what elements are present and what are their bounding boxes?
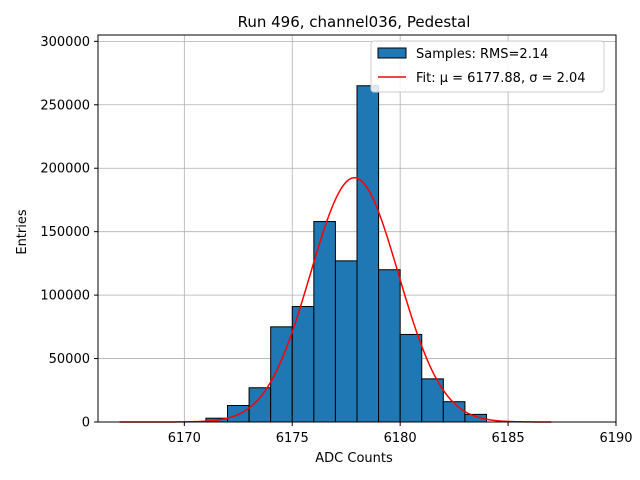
x-tick-label: 6175 [276,431,309,446]
plot-frame [97,34,617,423]
x-tick-label: 6170 [168,431,201,446]
histogram-bar [334,260,358,423]
chart-title: Run 496, channel036, Pedestal [238,13,471,31]
legend-box [370,40,605,93]
y-axis: 0 50000 100000 150000 200000 250000 300000 [40,35,98,431]
x-tick-label: 6185 [492,431,525,446]
y-tick-label: 100000 [40,289,90,304]
legend: Samples: RMS=2.14 Fit: μ = 6177.88, σ = … [370,40,605,93]
histogram-bar [378,269,401,423]
y-axis-label: Entries [15,209,30,255]
y-tick-label: 0 [82,416,90,431]
x-axis-label: ADC Counts [315,451,393,466]
y-tick-label: 50000 [49,352,90,367]
x-tick-label: 6190 [599,431,632,446]
legend-label-fit: Fit: μ = 6177.88, σ = 2.04 [416,71,586,86]
legend-patch-samples [377,47,407,59]
histogram-bars [205,85,487,423]
x-tick-label: 6180 [384,431,417,446]
histogram-bar [399,333,423,423]
histogram-bar [442,401,466,423]
y-tick-label: 250000 [40,98,90,113]
y-tick-label: 150000 [40,225,90,240]
histogram-bar [356,85,380,423]
y-tick-label: 200000 [40,162,90,177]
legend-label-samples: Samples: RMS=2.14 [416,47,548,62]
x-axis: 6170 6175 6180 6185 6190 [168,422,633,446]
y-tick-label: 300000 [40,35,90,50]
